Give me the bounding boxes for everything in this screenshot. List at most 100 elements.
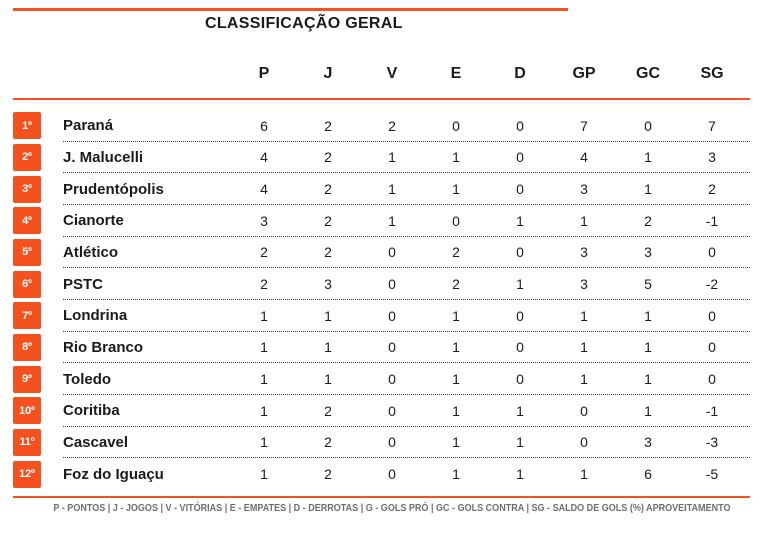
team-name: Toledo xyxy=(63,370,112,388)
stat-games: 2 xyxy=(324,212,332,229)
team-name: Rio Branco xyxy=(63,338,144,356)
standings-rows: 1º Paraná 6 2 2 0 0 7 0 7 2º J. Malucell… xyxy=(13,110,750,490)
table-row: 7º Londrina 1 1 0 1 0 1 1 0 xyxy=(13,300,750,332)
stat-goals-for: 3 xyxy=(580,276,588,293)
stat-points: 2 xyxy=(260,244,268,261)
stat-goals-for: 0 xyxy=(580,402,588,419)
stat-points: 1 xyxy=(260,339,268,356)
stat-losses: 0 xyxy=(516,149,524,166)
stat-draws: 1 xyxy=(452,149,460,166)
stat-losses: 0 xyxy=(516,371,524,388)
stat-goals-against: 3 xyxy=(644,244,652,261)
stat-games: 2 xyxy=(324,402,332,419)
table-row: 4º Cianorte 3 2 1 0 1 1 2 -1 xyxy=(13,205,750,237)
stat-goals-for: 3 xyxy=(580,244,588,261)
position-label: 6º xyxy=(22,278,32,291)
position-badge: 10º xyxy=(13,397,41,425)
table-row: 12º Foz do Iguaçu 1 2 0 1 1 1 6 -5 xyxy=(13,458,750,490)
stat-points: 6 xyxy=(260,117,268,134)
stat-wins: 0 xyxy=(388,244,396,261)
stat-wins: 1 xyxy=(388,149,396,166)
stat-goals-against: 0 xyxy=(644,117,652,134)
stat-goals-for: 4 xyxy=(580,149,588,166)
table-row: 1º Paraná 6 2 2 0 0 7 0 7 xyxy=(13,110,750,142)
stat-goals-against: 2 xyxy=(644,212,652,229)
stat-losses: 0 xyxy=(516,244,524,261)
stat-points: 1 xyxy=(260,371,268,388)
stat-points: 4 xyxy=(260,149,268,166)
stat-goals-against: 5 xyxy=(644,276,652,293)
position-label: 12º xyxy=(19,468,35,481)
stat-draws: 1 xyxy=(452,339,460,356)
stat-goal-diff: -5 xyxy=(705,466,719,483)
stat-losses: 0 xyxy=(516,117,524,134)
team-name: Londrina xyxy=(63,307,128,325)
stat-draws: 1 xyxy=(452,402,460,419)
stat-points: 1 xyxy=(260,307,268,324)
stat-games: 2 xyxy=(324,117,332,134)
team-name: PSTC xyxy=(63,275,104,293)
stat-draws: 1 xyxy=(452,466,460,483)
stat-goal-diff: 7 xyxy=(708,117,716,134)
header-divider xyxy=(13,98,750,100)
column-header-gc: GC xyxy=(636,65,660,82)
stat-wins: 0 xyxy=(388,339,396,356)
stat-games: 1 xyxy=(324,307,332,324)
stat-games: 1 xyxy=(324,339,332,356)
position-badge: 2º xyxy=(13,143,41,171)
position-label: 11º xyxy=(19,436,35,449)
stat-goals-for: 3 xyxy=(580,181,588,198)
stat-goals-against: 1 xyxy=(644,149,652,166)
stat-points: 4 xyxy=(260,181,268,198)
stat-goals-against: 6 xyxy=(644,466,652,483)
column-header-e: E xyxy=(450,65,462,82)
stat-games: 1 xyxy=(324,371,332,388)
stat-points: 3 xyxy=(260,212,268,229)
stat-losses: 0 xyxy=(516,181,524,198)
position-label: 10º xyxy=(19,404,35,417)
stat-losses: 1 xyxy=(516,212,524,229)
stat-games: 2 xyxy=(324,466,332,483)
table-row: 10º Coritiba 1 2 0 1 1 0 1 -1 xyxy=(13,395,750,427)
position-badge: 12º xyxy=(13,460,41,488)
stat-goals-for: 1 xyxy=(580,307,588,324)
stat-goal-diff: 0 xyxy=(708,339,716,356)
stat-goals-for: 1 xyxy=(580,466,588,483)
stat-wins: 0 xyxy=(388,402,396,419)
stat-goal-diff: -1 xyxy=(705,402,719,419)
stat-goals-against: 3 xyxy=(644,434,652,451)
stat-goals-against: 1 xyxy=(644,339,652,356)
title-accent-bar xyxy=(13,8,568,11)
position-badge: 9º xyxy=(13,365,41,393)
table-row: 9º Toledo 1 1 0 1 0 1 1 0 xyxy=(13,363,750,395)
stat-losses: 0 xyxy=(516,307,524,324)
stat-wins: 0 xyxy=(388,307,396,324)
stat-points: 1 xyxy=(260,466,268,483)
position-label: 5º xyxy=(22,246,32,259)
position-label: 1º xyxy=(22,119,32,132)
stat-goal-diff: -2 xyxy=(705,276,719,293)
team-name: J. Malucelli xyxy=(63,148,144,166)
team-name: Cascavel xyxy=(63,433,129,451)
stat-wins: 1 xyxy=(388,181,396,198)
stat-goals-for: 1 xyxy=(580,212,588,229)
table-row: 2º J. Malucelli 4 2 1 1 0 4 1 3 xyxy=(13,142,750,174)
stat-points: 1 xyxy=(260,434,268,451)
stat-losses: 0 xyxy=(516,339,524,356)
table-row: 8º Rio Branco 1 1 0 1 0 1 1 0 xyxy=(13,332,750,364)
column-header-j: J xyxy=(323,65,333,82)
team-name: Prudentópolis xyxy=(63,180,164,198)
position-label: 8º xyxy=(22,341,32,354)
column-header-sg: SG xyxy=(700,65,724,82)
stat-points: 1 xyxy=(260,402,268,419)
position-badge: 1º xyxy=(13,112,41,140)
stat-goal-diff: -3 xyxy=(705,434,719,451)
stat-games: 2 xyxy=(324,244,332,261)
table-row: 11º Cascavel 1 2 0 1 1 0 3 -3 xyxy=(13,427,750,459)
stat-wins: 0 xyxy=(388,466,396,483)
table-row: 5º Atlético 2 2 0 2 0 3 3 0 xyxy=(13,237,750,269)
table-bottom-divider xyxy=(13,496,750,498)
position-label: 7º xyxy=(22,309,32,322)
stat-wins: 0 xyxy=(388,434,396,451)
